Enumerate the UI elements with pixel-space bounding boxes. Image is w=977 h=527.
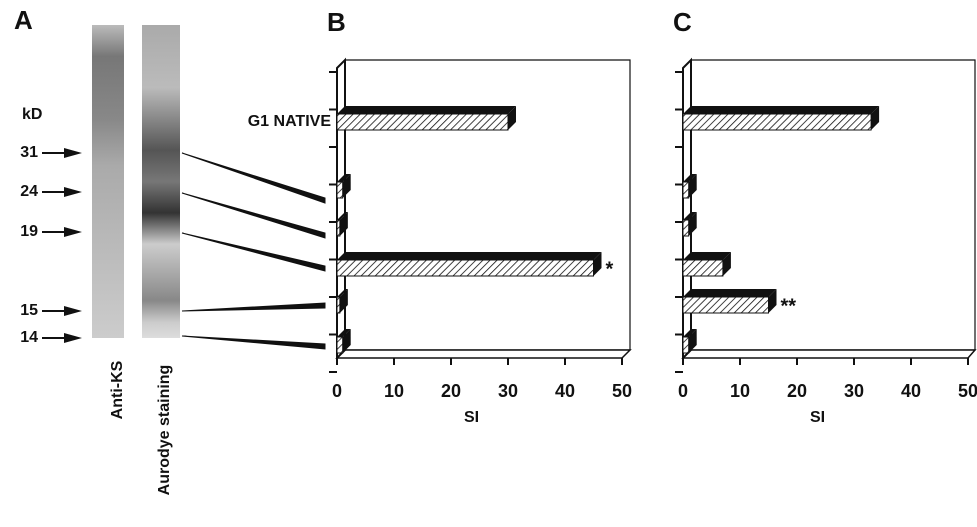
arrow-head	[64, 187, 82, 197]
annotation: *	[606, 258, 614, 280]
gel-lane	[142, 25, 180, 338]
band-connector	[182, 303, 325, 311]
bar-group	[683, 252, 731, 276]
bar-group	[683, 289, 777, 313]
bar-group	[337, 106, 516, 130]
x-tick-label: 0	[678, 381, 688, 401]
arrow-head	[64, 333, 82, 343]
bar-top	[683, 289, 777, 297]
marker-label: 14	[20, 329, 38, 346]
lane-label: Aurodye staining	[156, 365, 173, 496]
arrow-head	[64, 148, 82, 158]
x-tick-label: 10	[384, 381, 404, 401]
x-tick-label: 0	[332, 381, 342, 401]
x-tick-label: 40	[555, 381, 575, 401]
bar-group	[337, 252, 602, 276]
marker-label: 24	[20, 183, 38, 200]
bar-top	[337, 252, 602, 260]
bar	[337, 114, 508, 130]
arrow-head	[64, 227, 82, 237]
unit-label: kD	[22, 106, 42, 123]
category-label: G1 NATIVE	[248, 113, 332, 130]
x-axis-title: SI	[464, 409, 479, 426]
marker-label: 19	[20, 223, 38, 240]
bar	[683, 337, 689, 353]
band-connector	[182, 193, 325, 238]
x-tick-label: 40	[901, 381, 921, 401]
x-tick-label: 30	[498, 381, 518, 401]
x-tick-label: 20	[441, 381, 461, 401]
marker-label: 31	[20, 144, 38, 161]
x-tick-label: 50	[612, 381, 632, 401]
bar-top	[337, 106, 516, 114]
bar	[683, 114, 871, 130]
bar	[683, 182, 689, 198]
bar	[683, 297, 769, 313]
plot-back	[345, 60, 630, 350]
bar	[337, 337, 343, 353]
band-connector	[182, 153, 325, 203]
bar	[337, 297, 340, 313]
x-tick-label: 20	[787, 381, 807, 401]
x-tick-label: 50	[958, 381, 977, 401]
bar	[683, 220, 689, 236]
x-tick-label: 30	[844, 381, 864, 401]
bar-group	[683, 106, 879, 130]
panel-label: B	[327, 7, 346, 37]
x-tick-label: 10	[730, 381, 750, 401]
x-axis-title: SI	[810, 409, 825, 426]
bar	[337, 182, 343, 198]
bar	[337, 220, 340, 236]
bar	[337, 260, 594, 276]
bar-top	[683, 252, 731, 260]
marker-label: 15	[20, 302, 38, 319]
bar	[683, 260, 723, 276]
arrow-head	[64, 306, 82, 316]
plot-floor	[683, 350, 975, 358]
panel-label: A	[14, 5, 33, 35]
figure: A kD Anti-KS Aurodye staining 31 24 19 15 14…	[0, 0, 977, 527]
annotation: **	[781, 295, 797, 317]
band-connector	[182, 233, 325, 271]
bar-top	[683, 106, 879, 114]
band-connector	[182, 336, 325, 349]
plot-floor	[337, 350, 630, 358]
panel-label: C	[673, 7, 692, 37]
gel-lane	[92, 25, 124, 338]
lane-label: Anti-KS	[109, 360, 126, 419]
